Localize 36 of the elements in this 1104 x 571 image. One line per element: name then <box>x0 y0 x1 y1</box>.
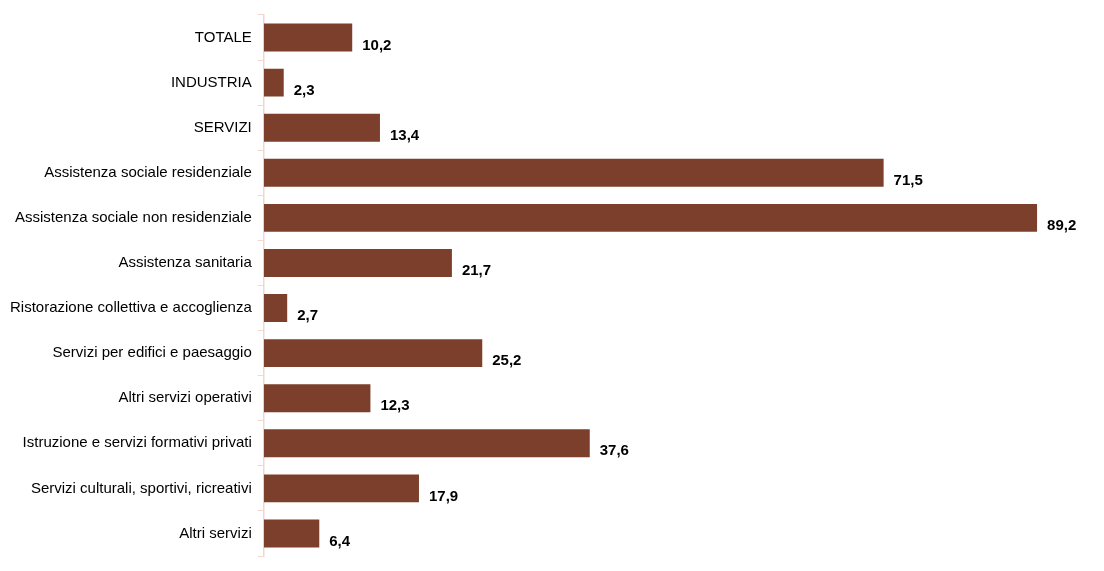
y-tick-label: Istruzione e servizi formativi privati <box>22 433 252 451</box>
data-label: 12,3 <box>380 396 410 414</box>
data-label: 13,4 <box>389 125 420 143</box>
y-tick-label: TOTALE <box>194 27 252 45</box>
bar <box>263 429 590 458</box>
data-label: 37,6 <box>599 441 629 459</box>
data-label: 6,4 <box>329 531 351 549</box>
y-tick-label: Altri servizi <box>179 523 252 541</box>
y-tick-label: Assistenza sociale non residenziale <box>14 208 252 226</box>
data-label: 2,7 <box>297 306 319 324</box>
bar <box>263 519 320 548</box>
bar <box>263 68 284 97</box>
data-label: 17,9 <box>428 486 459 504</box>
y-tick-label: Altri servizi operativi <box>118 388 252 406</box>
data-label: 21,7 <box>461 261 492 279</box>
y-tick-label: Assistenza sanitaria <box>118 253 253 271</box>
y-tick-label: SERVIZI <box>193 117 252 135</box>
bar <box>263 158 884 187</box>
bar <box>263 113 380 142</box>
y-tick-label: Servizi culturali, sportivi, ricreativi <box>30 478 252 496</box>
bar <box>263 384 371 413</box>
data-label: 89,2 <box>1047 216 1077 234</box>
bar <box>263 294 288 323</box>
y-tick-label: Assistenza sociale residenziale <box>44 162 252 180</box>
data-label: 2,3 <box>293 80 315 98</box>
data-label: 25,2 <box>492 351 522 369</box>
data-label: 71,5 <box>893 170 923 188</box>
bar <box>263 248 452 277</box>
bar <box>263 203 1038 232</box>
bar <box>263 23 353 52</box>
y-tick-label: INDUSTRIA <box>170 72 252 90</box>
y-tick-label: Servizi per edifici e paesaggio <box>52 343 252 361</box>
bar <box>263 474 419 503</box>
bar <box>263 339 483 368</box>
y-tick-label: Ristorazione collettiva e accoglienza <box>10 298 253 316</box>
data-label: 10,2 <box>362 35 392 53</box>
